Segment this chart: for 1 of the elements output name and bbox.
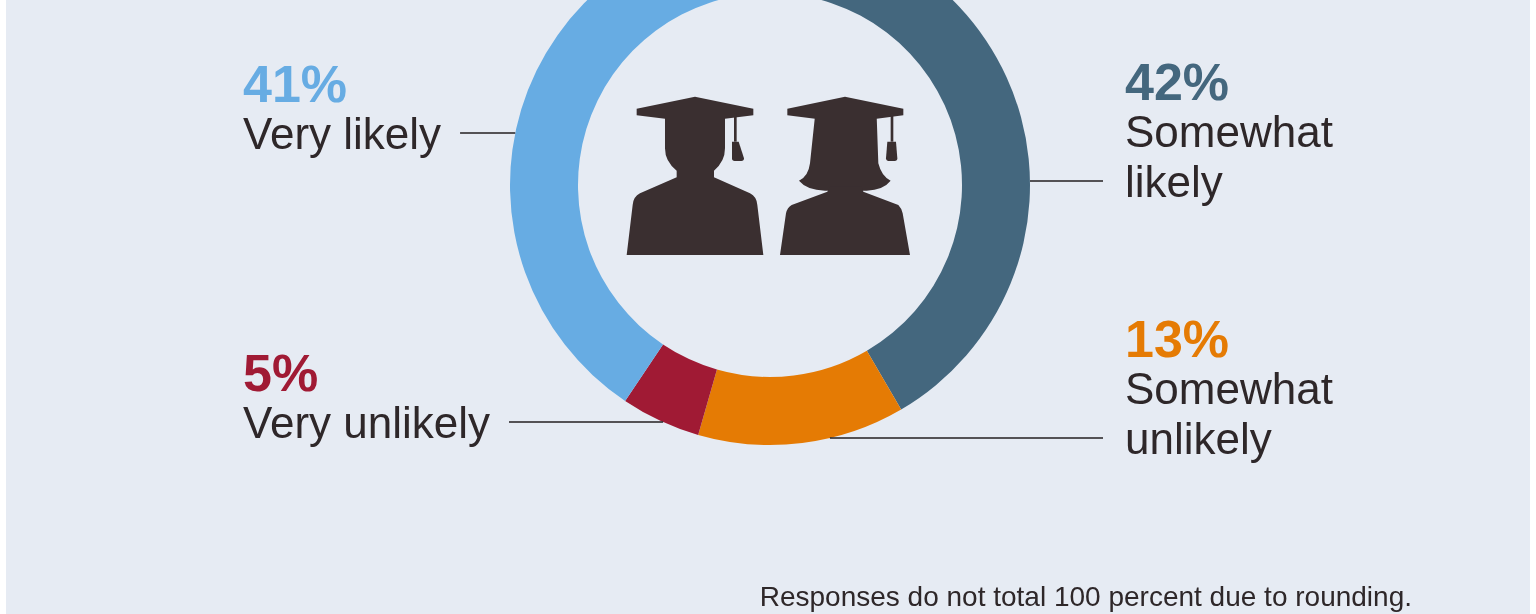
text: Responses do not total 100 percent due to rounding.: [759, 581, 1412, 612]
